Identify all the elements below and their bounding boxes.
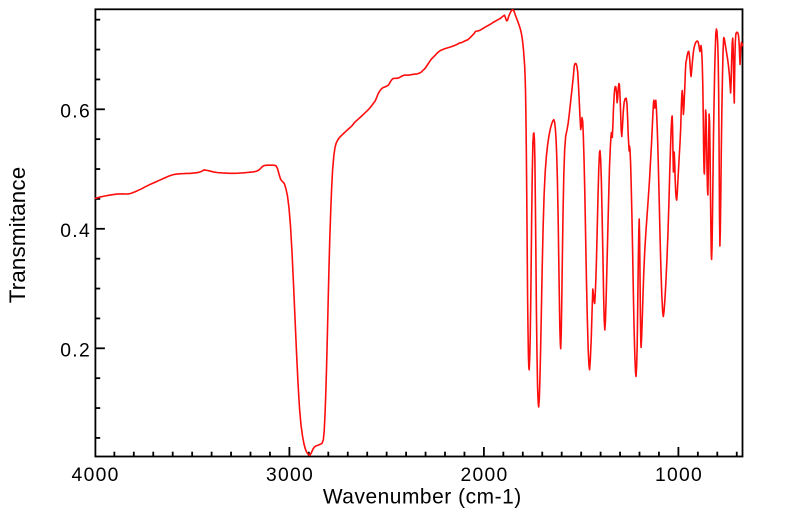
svg-text:0.4: 0.4 [60,221,91,242]
svg-text:Transmitance: Transmitance [5,167,30,304]
svg-text:0.2: 0.2 [60,341,91,362]
svg-text:0.6: 0.6 [60,102,91,123]
svg-text:3000: 3000 [266,465,314,486]
svg-text:1000: 1000 [655,465,703,486]
svg-text:4000: 4000 [72,465,120,486]
svg-text:2000: 2000 [460,465,508,486]
svg-text:Wavenumber (cm-1): Wavenumber (cm-1) [323,485,522,508]
